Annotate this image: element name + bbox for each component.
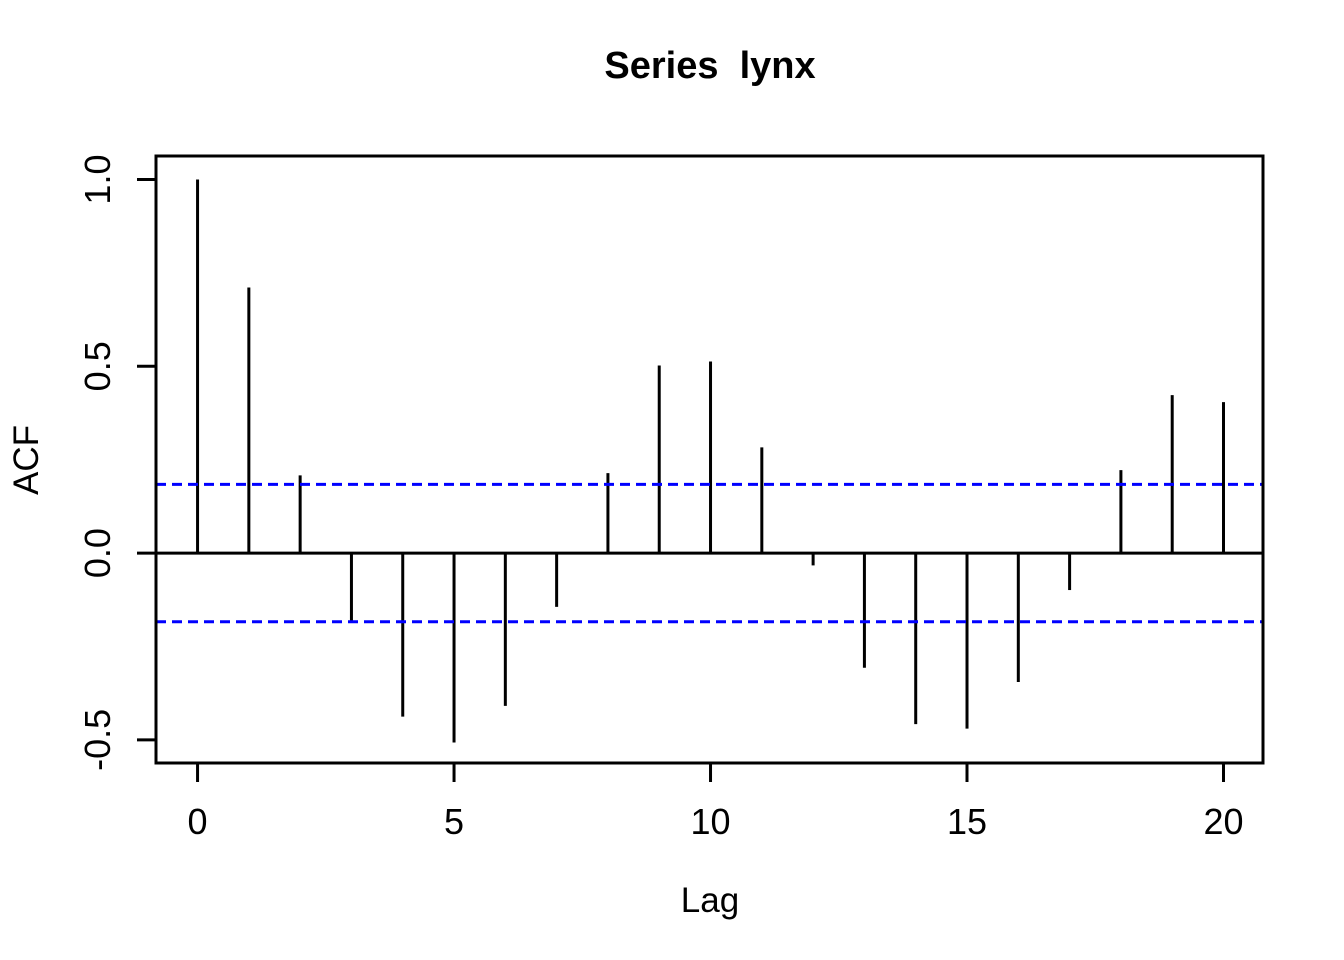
x-tick-label: 0	[188, 801, 208, 842]
y-tick-label: -0.5	[77, 709, 118, 771]
x-tick-label: 15	[947, 801, 987, 842]
y-tick-label: 0.5	[77, 341, 118, 391]
plot-area: 0 5 10 15 20 -0.5 0.0 0.5 1.0	[77, 154, 1265, 842]
y-tick-label: 0.0	[77, 528, 118, 578]
x-tick-label: 5	[444, 801, 464, 842]
y-axis-title: ACF	[7, 425, 46, 495]
x-tick-label: 10	[691, 801, 731, 842]
x-axis-title: Lag	[681, 881, 739, 920]
y-tick-label: 1.0	[77, 155, 118, 205]
x-tick-label: 20	[1203, 801, 1243, 842]
plot-title: Series lynx	[604, 45, 815, 87]
